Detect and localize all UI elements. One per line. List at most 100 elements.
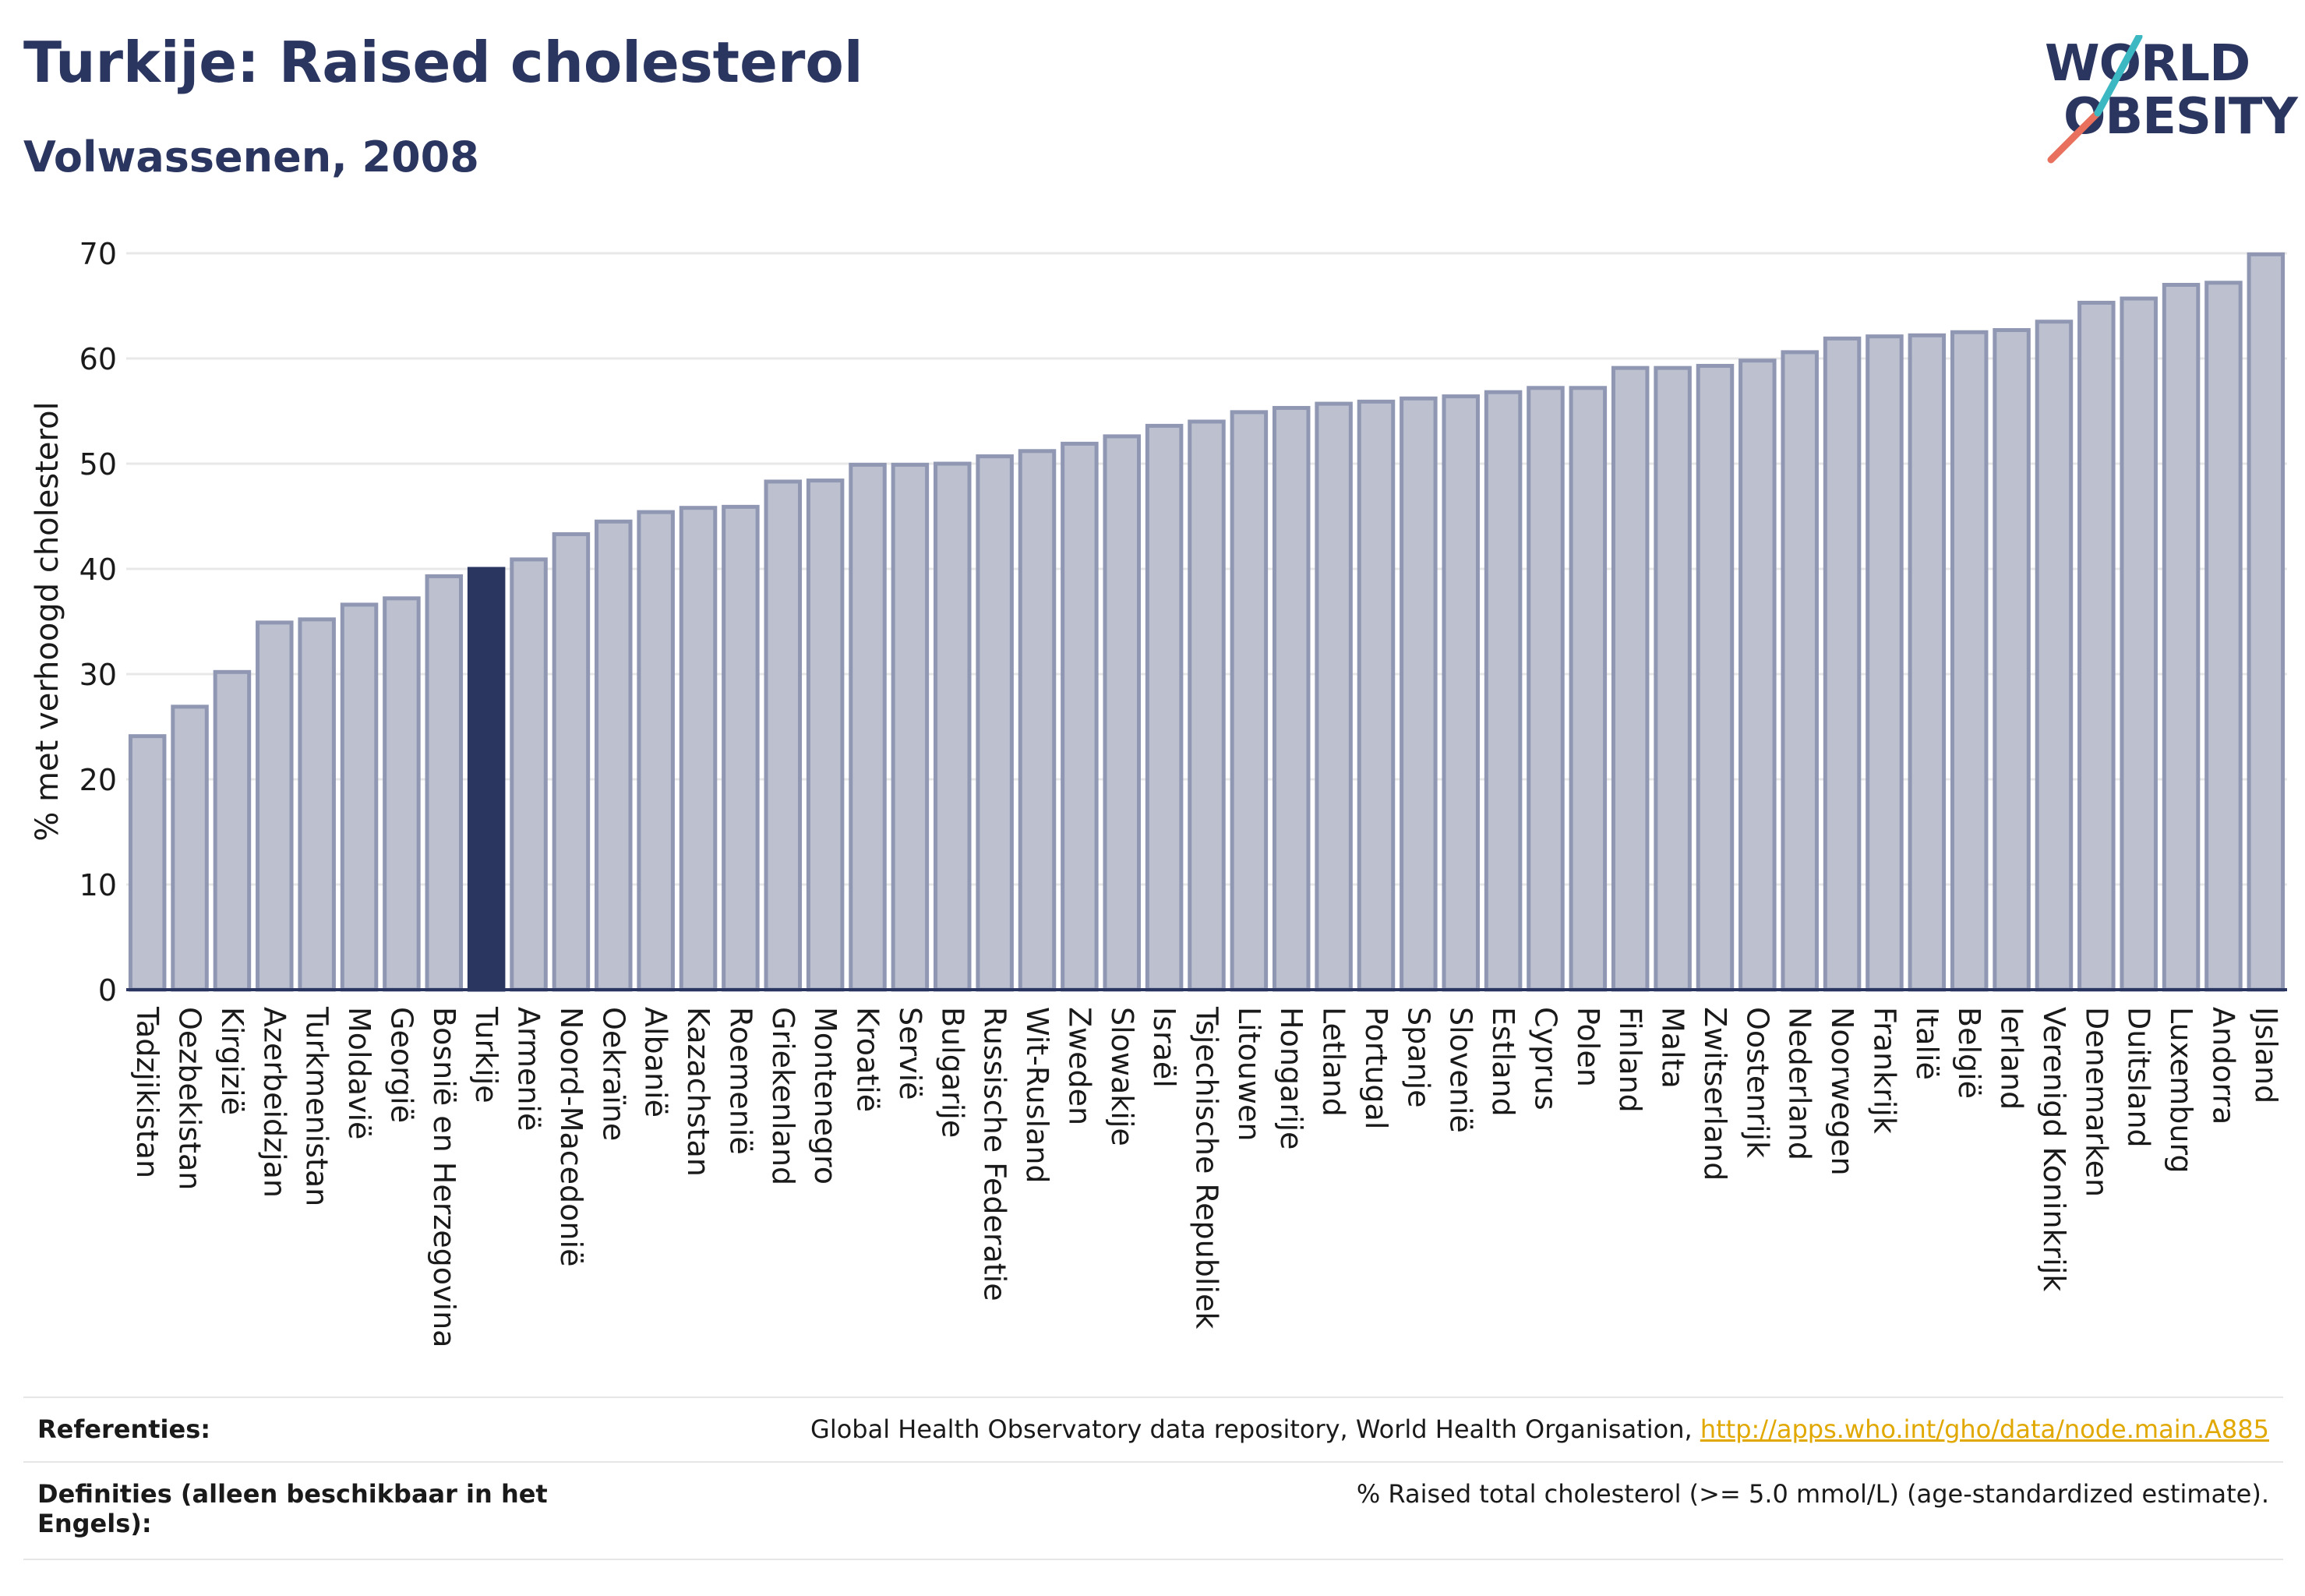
x-tick-label: Griekenland [766,1007,800,1185]
x-tick-label: Bosnië en Herzegovina [427,1007,461,1347]
bar-griekenland [764,479,803,992]
logo-line-1: WORLD [2045,35,2250,93]
x-tick-label: Oostenrijk [1740,1007,1774,1158]
logo-slash-icon [2047,35,2143,164]
bar-nederland [1781,350,1819,992]
x-tick-label: Kazachstan [681,1007,715,1177]
x-tick-label: Litouwen [1232,1007,1266,1142]
bar-roemeni- [722,504,760,992]
y-tick-label: 40 [79,553,117,587]
references-text: Global Health Observatory data repositor… [810,1414,1700,1444]
bar-georgi- [383,596,421,992]
definitions-label: Definities (alleen beschikbaar in het Eng… [37,1479,548,1538]
bar-noord-macedoni- [552,531,591,992]
y-tick-label: 70 [79,237,117,271]
bar-noorwegen [1823,336,1862,992]
y-axis-title: % met verhoogd cholesterol [30,401,65,841]
bar-letland [1315,401,1353,992]
x-tick-label: Hongarije [1274,1007,1308,1149]
x-tick-label: Luxemburg [2164,1007,2198,1174]
x-tick-label: Ierland [1995,1007,2029,1110]
x-tick-label: Slowakije [1105,1007,1139,1146]
x-tick-label: Finland [1613,1007,1647,1113]
x-tick-label: Verenigd Koninkrijk [2037,1007,2071,1291]
bar-estland [1484,390,1523,992]
x-tick-label: Bulgarije [935,1007,969,1138]
x-tick-label: Russische Federatie [978,1007,1012,1301]
x-tick-label: Georgië [384,1007,418,1123]
x-tick-label: Kroatië [851,1007,885,1112]
x-tick-label: Estland [1486,1007,1520,1117]
bar-albani- [637,510,675,992]
bar-ierland [1993,328,2031,992]
bar-montenegro [806,478,845,992]
bar-spanje [1400,396,1438,992]
definitions-label-line-1: Definities (alleen beschikbaar in het [37,1479,548,1509]
references-link[interactable]: http://apps.who.int/gho/data/node.main.A… [1700,1414,2269,1444]
x-tick-label: Polen [1571,1007,1605,1087]
x-tick-label: Slovenië [1444,1007,1478,1133]
bar-oekra-ne [595,519,633,992]
x-tick-label: Turkije [469,1006,503,1103]
bar-frankrijk [1866,334,1904,992]
x-tick-label: Noord-Macedonië [554,1007,588,1266]
x-tick-label: Roemenië [723,1007,757,1155]
bar-armeni- [510,557,548,992]
bar-duitsland [2120,296,2158,992]
x-tick-label: Tadzjikistan [130,1006,164,1178]
bar-russische-federatie [976,454,1014,992]
bar-chart: 0 10 20 30 40 50 60 70 % met verhoogd cholestero… [30,237,2287,1347]
y-tick-label: 10 [79,868,117,902]
bar-verenigd-koninkrijk [2035,320,2074,992]
bar-turkije [467,567,506,992]
y-tick-label: 50 [79,447,117,482]
footer-definitions-row: Definities (alleen beschikbaar in het Eng… [23,1479,2283,1557]
bar-kroati- [849,462,887,992]
x-tick-label: Turkmenistan [300,1006,334,1206]
bar-hongarije [1272,405,1311,992]
x-tick-label: Montenegro [808,1007,842,1185]
y-tick-label: 0 [98,973,117,1008]
references-label: Referenties: [37,1414,211,1444]
x-tick-label: Zweden [1062,1007,1096,1125]
footer-references-row: Referenties: Global Health Observatory d… [23,1414,2283,1453]
bar-luxemburg [2162,283,2201,992]
chart-subtitle: Volwassenen, 2008 [23,132,479,182]
x-tick-label: Noorwegen [1825,1007,1859,1176]
bar-zweden [1061,441,1099,992]
x-tick-label: Israël [1147,1007,1181,1088]
bar-portugal [1357,399,1396,992]
bar-finland [1611,365,1650,992]
bar-denemarken [2077,300,2116,992]
x-tick-label: Armenië [512,1007,546,1131]
y-tick-label: 60 [79,342,117,376]
bar-moldavi- [340,602,379,992]
bar-tsjechische-republiek [1188,419,1226,992]
bar-tadzjikistan [128,734,167,992]
bar-oezbekistan [171,704,209,992]
bar-kirgizi- [213,669,252,992]
x-tick-label: Duitsland [2122,1007,2156,1148]
bar-malta [1654,365,1692,992]
footer-divider-top [23,1396,2283,1398]
definitions-label-line-2: Engels): [37,1509,152,1538]
bar-kazachstan [679,506,718,992]
x-tick-label: Andorra [2206,1007,2240,1125]
bar-ijsland [2247,252,2286,992]
x-tick-label: Portugal [1359,1007,1393,1129]
x-tick-label: Tsjechische Republiek [1190,1006,1224,1329]
x-tick-label: IJsland [2249,1007,2283,1103]
bar-andorra [2204,281,2243,992]
bar-bulgarije [934,461,972,992]
x-tick-label: Moldavië [342,1007,376,1139]
definitions-value: % Raised total cholesterol (>= 5.0 mmol/… [1356,1479,2269,1509]
bar-turkmenistan [298,617,336,992]
x-tick-label: Azerbeidzjan [257,1007,291,1198]
x-tick-label: Nederland [1783,1007,1817,1160]
bar-azerbeidzjan [256,620,294,992]
x-tick-label: Albanië [639,1007,673,1118]
bar-polen [1569,386,1608,992]
x-tick-label: Letland [1317,1007,1351,1117]
bar-isra-l [1145,423,1184,992]
bar-servi- [891,462,930,992]
